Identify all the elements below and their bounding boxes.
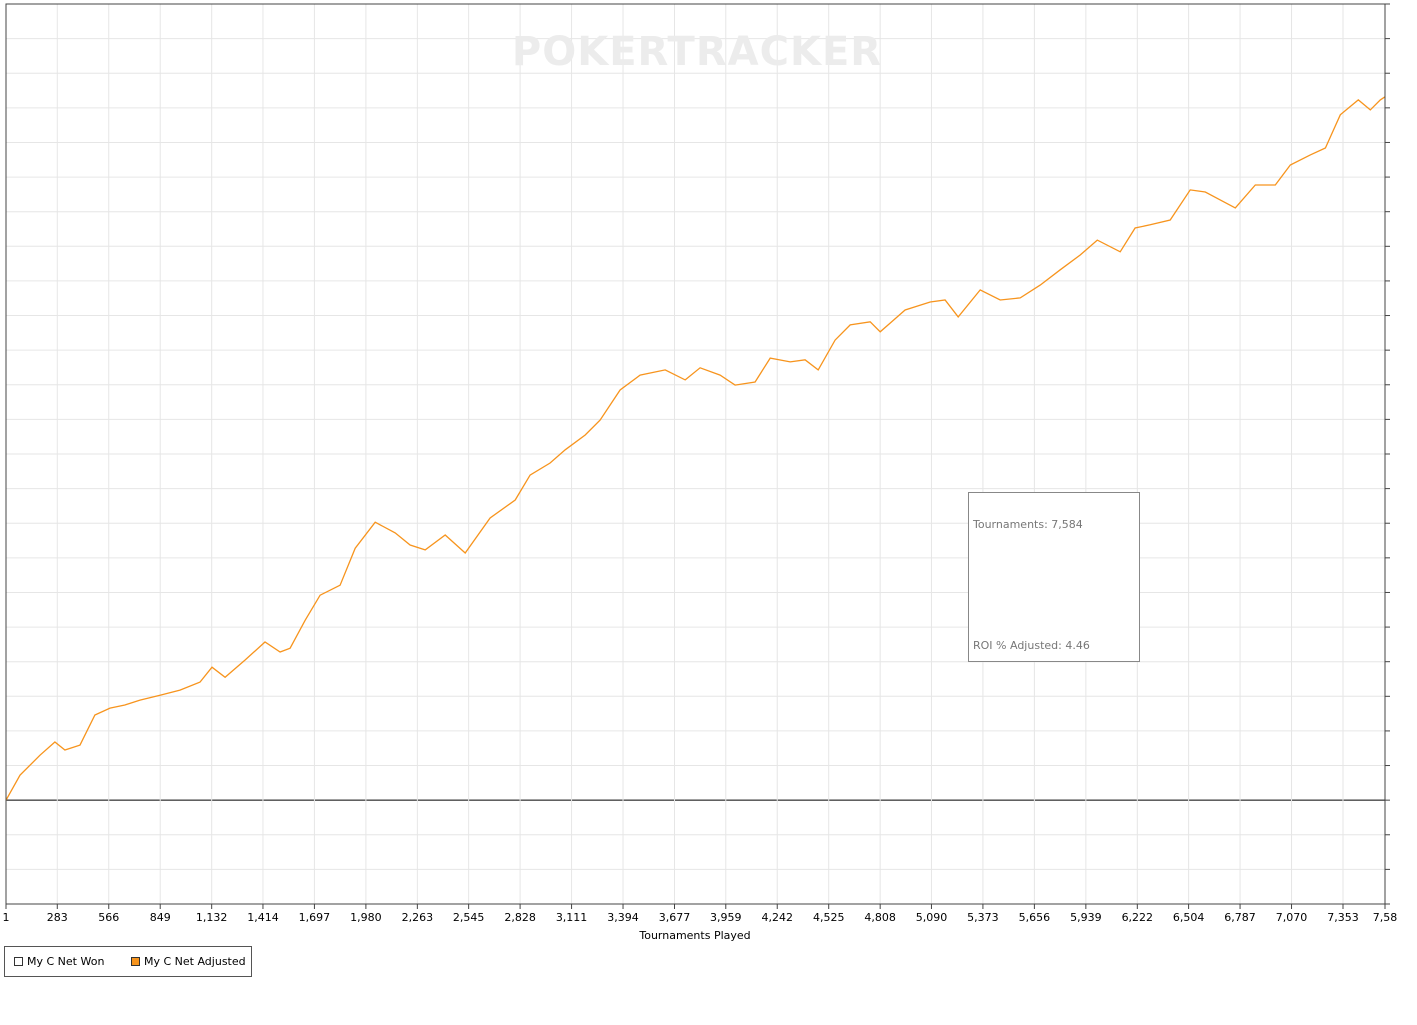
x-tick-label: 3,111 bbox=[556, 911, 588, 924]
x-axis-title: Tournaments Played bbox=[638, 929, 750, 942]
legend-label: My C Net Adjusted bbox=[144, 955, 246, 968]
legend-swatch bbox=[131, 957, 140, 966]
x-tick-label: 7,353 bbox=[1327, 911, 1359, 924]
x-tick-label: 2,263 bbox=[402, 911, 434, 924]
x-tick-label: 849 bbox=[150, 911, 171, 924]
x-tick-label: 5,656 bbox=[1019, 911, 1051, 924]
x-tick-label: 7,070 bbox=[1276, 911, 1308, 924]
x-tick-label: 5,939 bbox=[1070, 911, 1102, 924]
tooltip-line: ROI % Adjusted: 4.46 bbox=[973, 639, 1090, 652]
x-tick-label: 4,808 bbox=[864, 911, 896, 924]
x-tick-label: 1,414 bbox=[247, 911, 279, 924]
legend-label: My C Net Won bbox=[27, 955, 104, 968]
tooltip bbox=[968, 492, 1140, 662]
watermark: POKERTRACKER bbox=[512, 29, 882, 75]
x-tick-label: 2,828 bbox=[504, 911, 536, 924]
x-tick-label: 7,58 bbox=[1373, 911, 1398, 924]
x-tick-label: 6,222 bbox=[1122, 911, 1154, 924]
legend bbox=[4, 946, 252, 977]
x-tick-label: 1,132 bbox=[196, 911, 228, 924]
x-tick-label: 5,090 bbox=[916, 911, 948, 924]
x-tick-label: 4,525 bbox=[813, 911, 845, 924]
x-tick-label: 566 bbox=[98, 911, 119, 924]
x-tick-label: 283 bbox=[47, 911, 68, 924]
x-tick-label: 3,959 bbox=[710, 911, 742, 924]
plot-frame bbox=[5, 3, 1386, 905]
x-tick-label: 1,980 bbox=[350, 911, 382, 924]
x-tick-label: 3,677 bbox=[659, 911, 691, 924]
x-tick-label: 6,787 bbox=[1224, 911, 1256, 924]
x-tick-label: 3,394 bbox=[607, 911, 639, 924]
tooltip-line: Tournaments: 7,584 bbox=[972, 518, 1083, 531]
x-tick-label: 1,697 bbox=[299, 911, 331, 924]
x-tick-label: 6,504 bbox=[1173, 911, 1205, 924]
series-line bbox=[5, 96, 1386, 801]
x-tick-label: 1 bbox=[3, 911, 10, 924]
x-tick-label: 5,373 bbox=[967, 911, 999, 924]
x-tick-label: 4,242 bbox=[761, 911, 793, 924]
legend-swatch bbox=[14, 957, 23, 966]
x-tick-label: 2,545 bbox=[453, 911, 485, 924]
